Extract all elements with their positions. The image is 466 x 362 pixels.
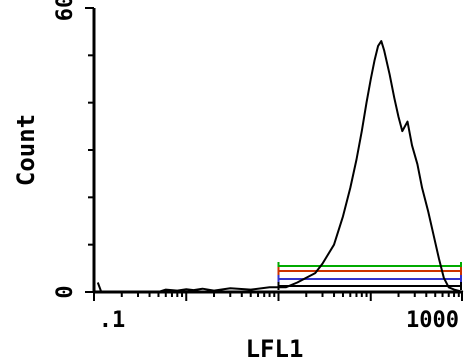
- x-tick-label: .1: [99, 308, 126, 333]
- series-group: [96, 40, 464, 293]
- y-tick-label: 0: [53, 285, 78, 298]
- gate-lines: [277, 262, 462, 290]
- series-line: [96, 40, 464, 293]
- y-axis-label: Count: [12, 114, 40, 186]
- x-axis-label: LFL1: [246, 335, 304, 362]
- x-tick-label: 1000: [406, 308, 459, 333]
- y-tick-label: 60: [53, 0, 78, 21]
- axis-ticks: 0 60 .1 1000: [53, 0, 463, 333]
